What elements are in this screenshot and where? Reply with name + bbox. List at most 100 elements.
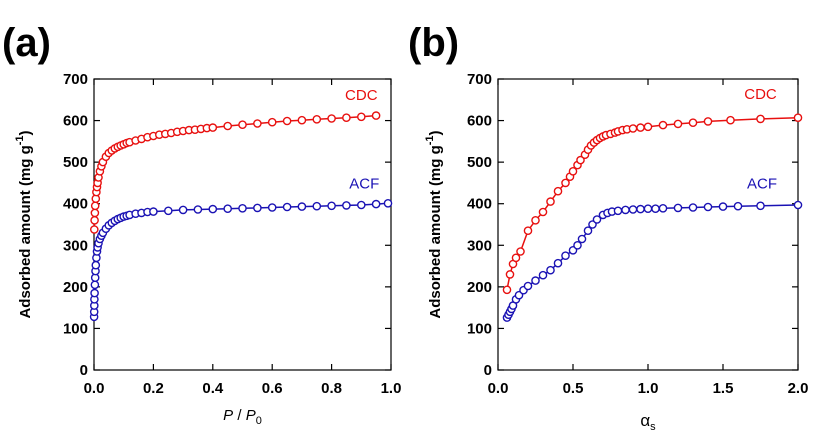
data-point-cdc: [284, 117, 291, 124]
x-tick-label: 0.2: [143, 380, 164, 397]
data-point-cdc: [254, 120, 261, 127]
data-point-acf: [532, 277, 539, 284]
data-point-cdc: [674, 120, 681, 127]
y-tick-label: 100: [467, 320, 492, 337]
data-point-cdc: [224, 122, 231, 129]
y-tick-label: 200: [63, 279, 88, 296]
data-point-acf: [644, 205, 651, 212]
data-point-acf: [704, 203, 711, 210]
data-point-cdc: [547, 198, 554, 205]
x-tick-label: 2.0: [788, 380, 809, 397]
y-axis-title-exponent: -1: [14, 135, 26, 145]
data-point-acf: [91, 290, 98, 297]
y-axis-title: Adsorbed amount (mg g-1): [14, 130, 34, 318]
y-tick-label: 600: [63, 113, 88, 130]
x-axis-title-p: P: [223, 407, 233, 424]
data-point-acf: [92, 262, 99, 269]
y-tick-label: 200: [467, 279, 492, 296]
data-point-acf: [539, 272, 546, 279]
data-point-acf: [614, 207, 621, 214]
data-point-acf: [637, 206, 644, 213]
y-tick-label: 100: [63, 320, 88, 337]
y-tick-label: 700: [467, 71, 492, 88]
y-tick-label: 300: [63, 237, 88, 254]
series-line-acf: [507, 205, 798, 318]
data-point-acf: [298, 203, 305, 210]
x-tick-label: 0.6: [262, 380, 283, 397]
data-point-cdc: [209, 124, 216, 131]
data-point-cdc: [343, 114, 350, 121]
data-point-cdc: [239, 121, 246, 128]
data-point-cdc: [313, 116, 320, 123]
x-tick-label: 1.0: [638, 380, 659, 397]
series-label-acf: ACF: [349, 175, 379, 192]
data-point-cdc: [554, 188, 561, 195]
data-point-acf: [150, 208, 157, 215]
panel-label: (b): [408, 21, 459, 65]
x-tick-label: 1.5: [713, 380, 734, 397]
data-point-acf: [194, 206, 201, 213]
data-point-cdc: [689, 119, 696, 126]
data-point-acf: [224, 205, 231, 212]
data-point-cdc: [328, 115, 335, 122]
data-point-acf: [554, 260, 561, 267]
data-point-acf: [652, 205, 659, 212]
y-axis-title-main: Adsorbed amount (mg g: [427, 145, 444, 318]
data-point-acf: [91, 281, 98, 288]
data-point-acf: [757, 202, 764, 209]
y-axis-title-main: Adsorbed amount (mg g: [17, 145, 34, 318]
data-point-cdc: [269, 119, 276, 126]
data-point-acf: [629, 206, 636, 213]
data-point-acf: [794, 201, 801, 208]
data-point-cdc: [704, 118, 711, 125]
series-label-cdc: CDC: [744, 86, 777, 103]
x-axis-title: P / P0: [223, 407, 262, 427]
series-label-cdc: CDC: [345, 87, 378, 104]
x-tick-label: 0.0: [84, 380, 105, 397]
series-line-acf: [94, 203, 388, 316]
y-axis-title-close: ): [17, 130, 34, 135]
y-tick-label: 700: [63, 71, 88, 88]
data-point-acf: [659, 205, 666, 212]
data-point-acf: [547, 267, 554, 274]
data-point-cdc: [92, 202, 99, 209]
data-point-acf: [239, 205, 246, 212]
data-point-cdc: [524, 227, 531, 234]
y-axis-title-close: ): [427, 130, 444, 135]
data-point-cdc: [91, 217, 98, 224]
data-point-acf: [180, 206, 187, 213]
x-axis-title-subscript: s: [650, 421, 656, 431]
data-point-cdc: [358, 113, 365, 120]
x-tick-label: 0.4: [202, 380, 224, 397]
data-point-acf: [358, 201, 365, 208]
y-tick-label: 600: [467, 113, 492, 130]
data-point-acf: [254, 204, 261, 211]
data-point-acf: [734, 203, 741, 210]
data-point-cdc: [91, 226, 98, 233]
data-point-acf: [689, 204, 696, 211]
panel-label: (a): [2, 21, 51, 65]
y-axis-title: Adsorbed amount (mg g-1): [424, 130, 444, 318]
data-point-cdc: [91, 209, 98, 216]
data-point-acf: [165, 207, 172, 214]
data-point-cdc: [794, 114, 801, 121]
data-point-cdc: [503, 286, 510, 293]
y-tick-label: 500: [63, 154, 88, 171]
data-point-acf: [328, 202, 335, 209]
x-axis-title-slash: /: [233, 407, 246, 424]
y-tick-label: 400: [467, 196, 492, 213]
data-point-cdc: [373, 112, 380, 119]
data-point-acf: [562, 252, 569, 259]
data-point-cdc: [532, 217, 539, 224]
series-acf: [503, 201, 801, 321]
data-point-cdc: [757, 115, 764, 122]
x-tick-label: 0.8: [321, 380, 342, 397]
panel-b: (b) 0 100 200 300 400 500 600 700 0.0 0.5 1.0 1.5 2.0…: [408, 21, 808, 431]
y-tick-label: 0: [484, 362, 492, 379]
data-point-cdc: [517, 248, 524, 255]
data-point-acf: [578, 235, 585, 242]
y-tick-label: 400: [63, 196, 88, 213]
data-point-acf: [674, 204, 681, 211]
x-axis-title-alpha: α: [640, 411, 650, 430]
data-point-cdc: [659, 122, 666, 129]
